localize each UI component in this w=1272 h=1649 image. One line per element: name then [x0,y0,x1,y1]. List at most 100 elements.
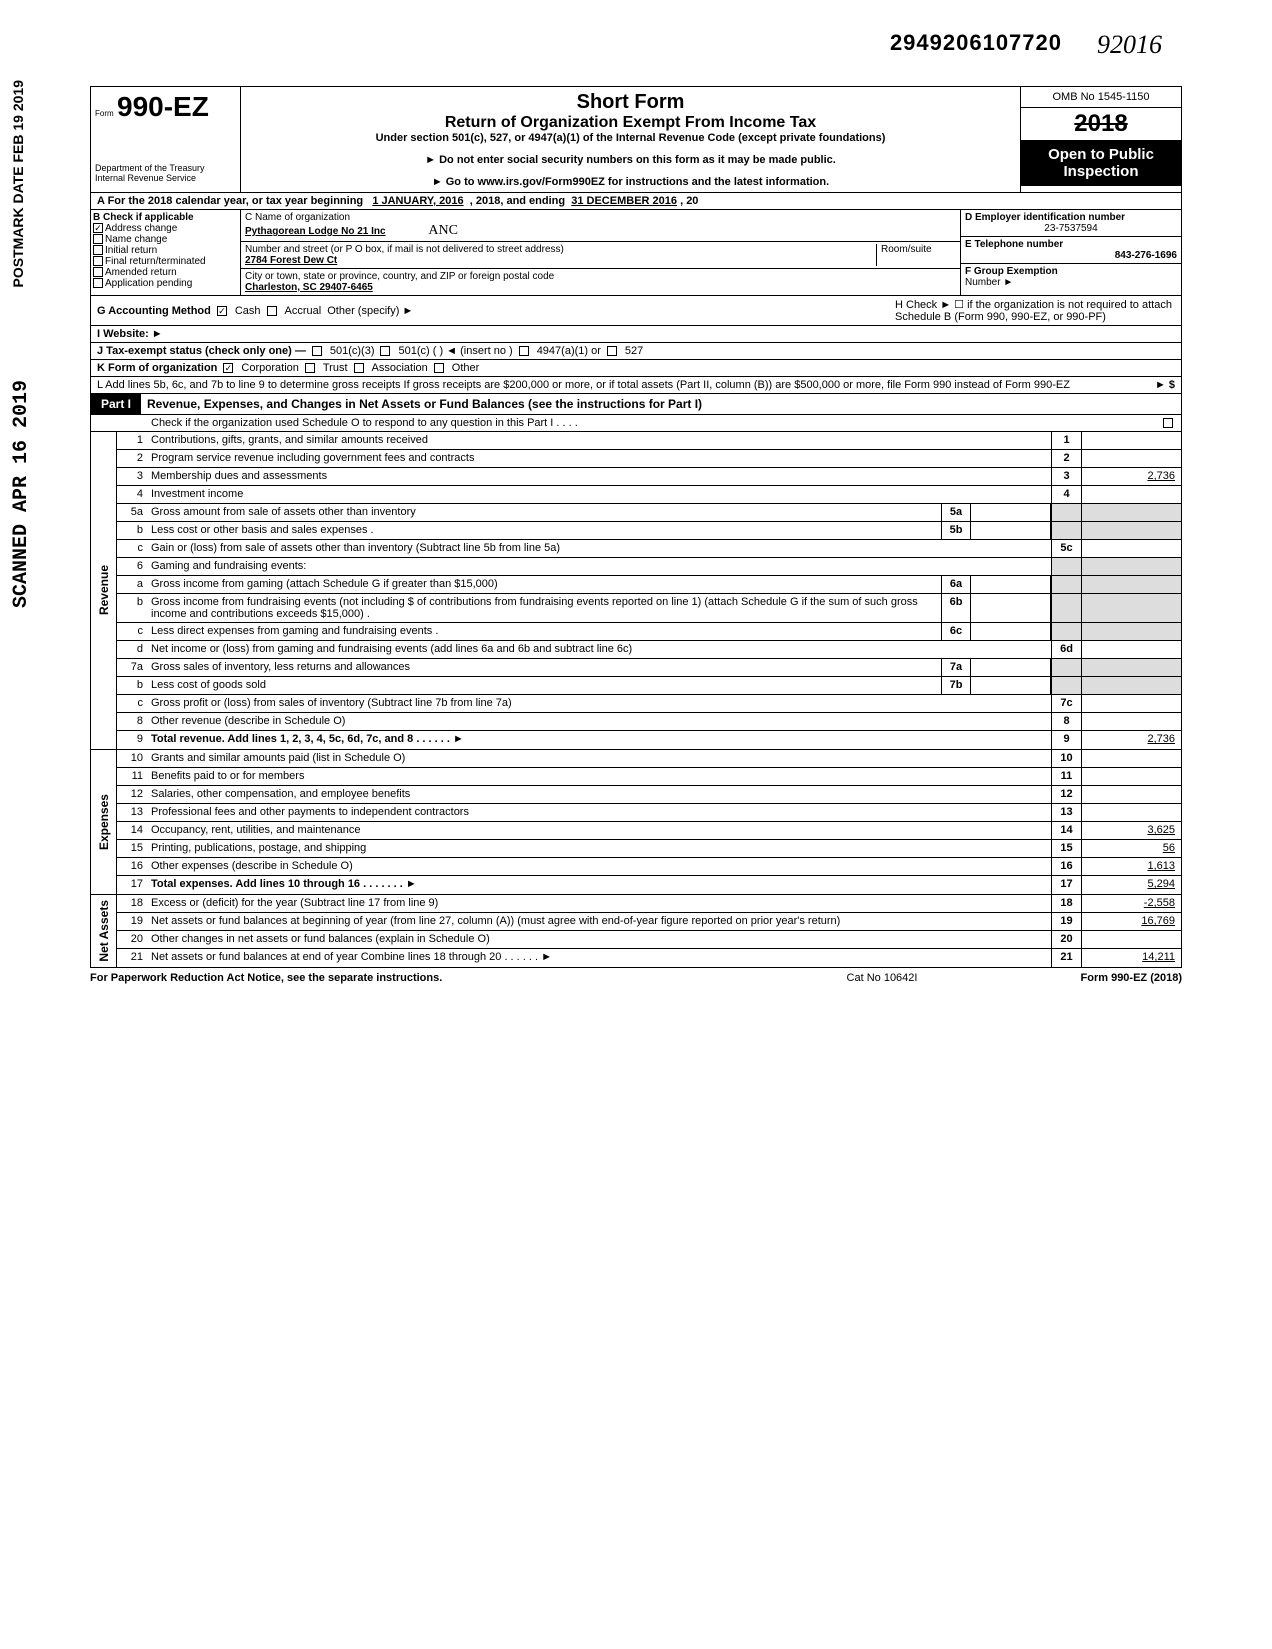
out-num: 21 [1051,949,1081,967]
line-num: 11 [117,768,147,785]
line-text: Gross amount from sale of assets other t… [147,504,941,521]
out-num: 12 [1051,786,1081,803]
lbl-527: 527 [625,345,643,357]
out-num: 1 [1051,432,1081,449]
line-2: 2Program service revenue including gover… [117,450,1181,468]
line-g-h: G Accounting Method ✓Cash Accrual Other … [90,296,1182,326]
d-label: D Employer identification number [965,212,1177,223]
calc-netassets: Net Assets 18Excess or (deficit) for the… [90,895,1182,968]
out-num: 19 [1051,913,1081,930]
b-header: B Check if applicable [93,212,238,223]
line-i: I Website: ► [90,326,1182,343]
line-num: b [117,522,147,539]
l-arrow: ► $ [1155,379,1175,391]
line-num: 12 [117,786,147,803]
out-val: 16,769 [1081,913,1181,930]
line-text: Other changes in net assets or fund bala… [147,931,1051,948]
line-17: 17Total expenses. Add lines 10 through 1… [117,876,1181,894]
out-num: 17 [1051,876,1081,894]
line-a-begin: 1 JANUARY, 2016 [372,195,463,207]
l-text: L Add lines 5b, 6c, and 7b to line 9 to … [97,379,1149,391]
line-text: Total expenses. Add lines 10 through 16 … [147,876,1051,894]
out-val: 5,294 [1081,876,1181,894]
line-6a: aGross income from gaming (attach Schedu… [117,576,1181,594]
out-num: 15 [1051,840,1081,857]
out-num: 5c [1051,540,1081,557]
out-val [1081,695,1181,712]
footer-left: For Paperwork Reduction Act Notice, see … [90,972,782,984]
chk-501c3[interactable] [312,346,322,356]
out-val [1081,641,1181,658]
part1-sub-text: Check if the organization used Schedule … [151,417,578,429]
chk-trust[interactable] [305,363,315,373]
chk-final-return[interactable] [93,256,103,266]
out-num: 16 [1051,858,1081,875]
lbl-application-pending: Application pending [105,278,192,289]
lbl-501c: 501(c) ( ) ◄ (insert no ) [398,345,512,357]
line-text: Gross income from fundraising events (no… [147,594,941,622]
line-num: 21 [117,949,147,967]
out-num-shade [1051,558,1081,575]
entity-info-block: B Check if applicable ✓Address change Na… [90,210,1182,296]
out-val [1081,450,1181,467]
out-num-shade [1051,522,1081,539]
line-num: 18 [117,895,147,912]
out-num: 4 [1051,486,1081,503]
line-text: Total revenue. Add lines 1, 2, 3, 4, 5c,… [147,731,1051,749]
chk-application-pending[interactable] [93,278,103,288]
line-text: Professional fees and other payments to … [147,804,1051,821]
chk-address-change[interactable]: ✓ [93,223,103,233]
inner-num: 7a [941,659,971,676]
out-val [1081,931,1181,948]
chk-other-org[interactable] [434,363,444,373]
hand-anc: ANC [428,223,458,238]
chk-501c[interactable] [380,346,390,356]
out-num: 10 [1051,750,1081,767]
chk-cash[interactable]: ✓ [217,306,227,316]
lbl-other-specify: Other (specify) ► [327,305,413,317]
out-val [1081,750,1181,767]
postmark-stamp: POSTMARK DATE FEB 19 2019 [10,80,26,287]
out-num: 11 [1051,768,1081,785]
out-val: 3,625 [1081,822,1181,839]
ein-value: 23-7537594 [965,223,1177,234]
out-num: 6d [1051,641,1081,658]
chk-assoc[interactable] [354,363,364,373]
chk-corp[interactable]: ✓ [223,363,233,373]
dln-number: 2949206107720 [90,30,1062,56]
line-a: A For the 2018 calendar year, or tax yea… [90,192,1182,210]
line-j: J Tax-exempt status (check only one) — 5… [90,343,1182,360]
chk-schedule-o[interactable] [1163,418,1173,428]
line-text: Less cost or other basis and sales expen… [147,522,941,539]
out-val-shade [1081,522,1181,539]
out-num: 18 [1051,895,1081,912]
side-netassets: Net Assets [91,895,117,967]
out-val [1081,804,1181,821]
part1-label: Part I [91,394,141,414]
chk-initial-return[interactable] [93,245,103,255]
line-a-end: 31 DECEMBER 2016 [571,195,677,207]
line-6c: cLess direct expenses from gaming and fu… [117,623,1181,641]
out-val [1081,768,1181,785]
part1-sub: Check if the organization used Schedule … [90,415,1182,432]
out-num: 20 [1051,931,1081,948]
chk-4947[interactable] [519,346,529,356]
line-num: b [117,594,147,622]
line-19: 19Net assets or fund balances at beginni… [117,913,1181,931]
lbl-assoc: Association [372,362,428,374]
chk-527[interactable] [607,346,617,356]
line-num: 15 [117,840,147,857]
g-label: G Accounting Method [97,305,211,317]
form-subtitle: Return of Organization Exempt From Incom… [247,114,1014,132]
chk-amended-return[interactable] [93,267,103,277]
chk-accrual[interactable] [267,306,277,316]
inner-val [971,504,1051,521]
line-21: 21Net assets or fund balances at end of … [117,949,1181,967]
line-num: d [117,641,147,658]
line-text: Gain or (loss) from sale of assets other… [147,540,1051,557]
chk-name-change[interactable] [93,234,103,244]
lbl-cash: Cash [235,305,261,317]
line-text: Less direct expenses from gaming and fun… [147,623,941,640]
lbl-501c3: 501(c)(3) [330,345,375,357]
line-8: 8Other revenue (describe in Schedule O)8 [117,713,1181,731]
